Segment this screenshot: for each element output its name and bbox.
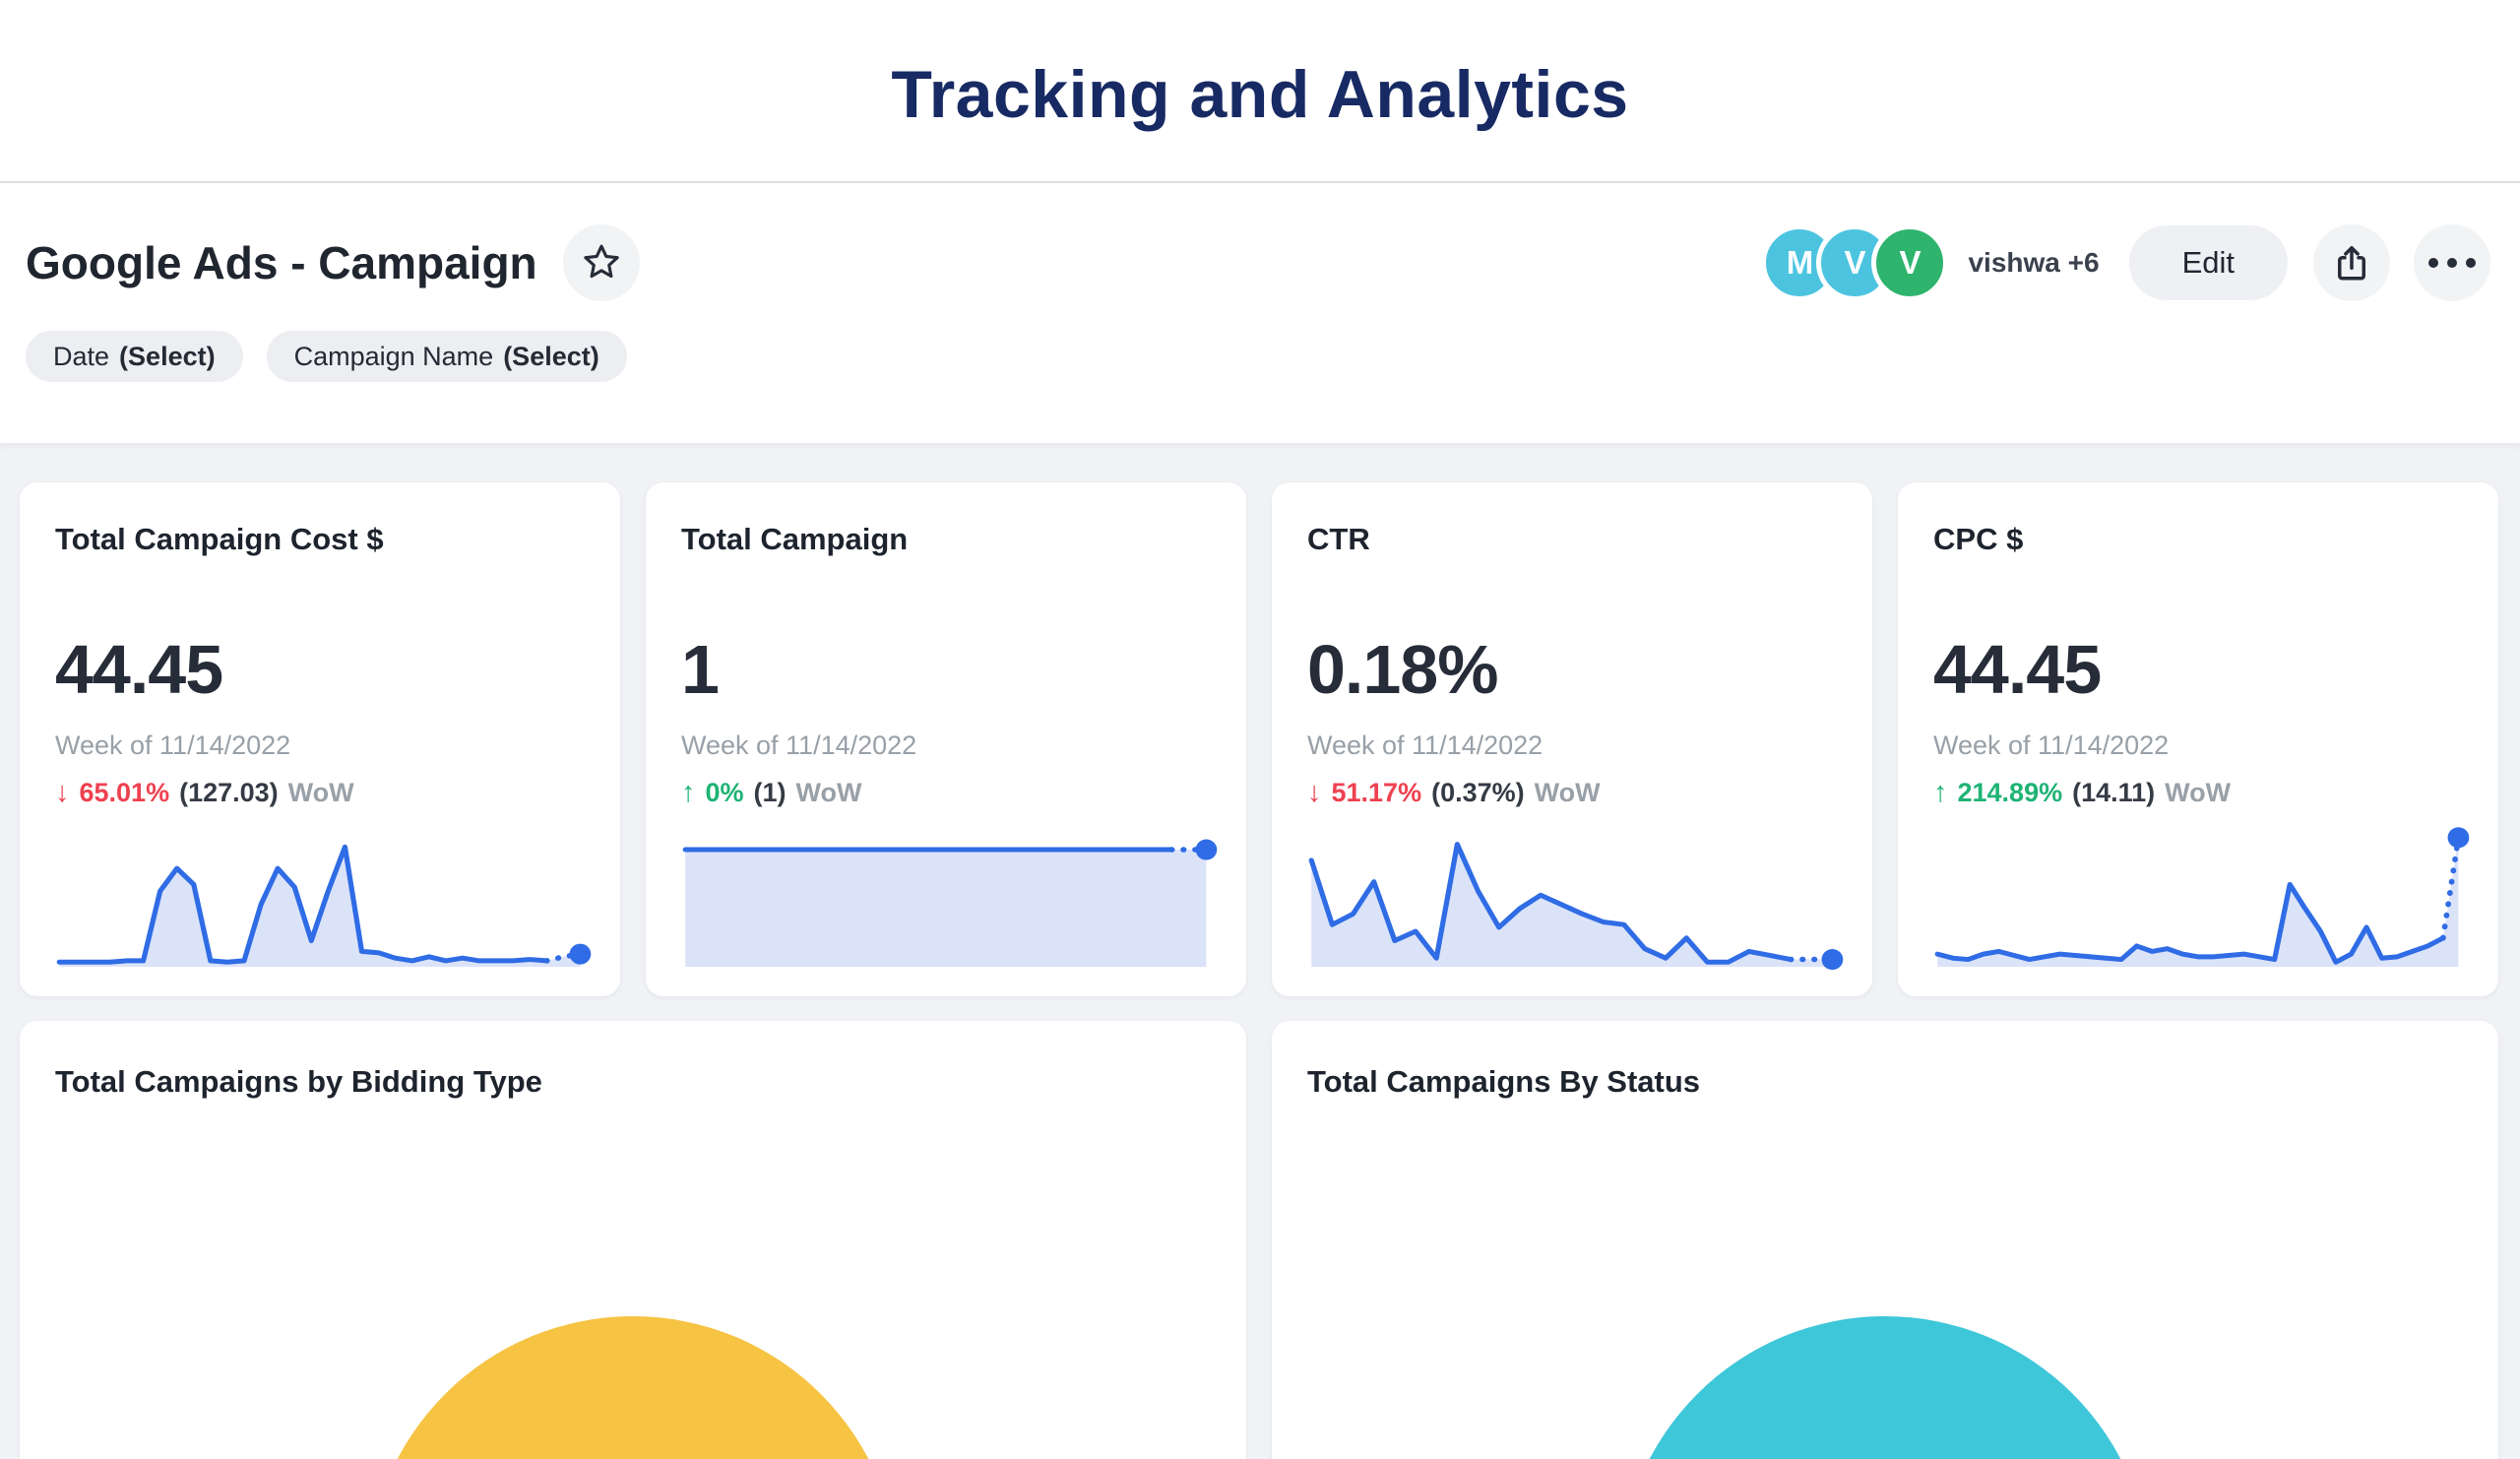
star-icon	[583, 244, 619, 279]
bottom-chart-grid: Total Campaigns by Bidding Type Total Ca…	[20, 1021, 2498, 1459]
sparkline-chart	[1305, 817, 1849, 977]
kpi-subtitle: Week of 11/14/2022	[1307, 730, 1544, 760]
delta-arrow-icon: ↑	[1933, 777, 1948, 808]
kpi-card-cpc: CPC $ 44.45 Week of 11/14/2022 ↑ 214.89%…	[1898, 482, 2498, 996]
delta-absolute: (14.11)	[2072, 778, 2156, 807]
chip-value: (Select)	[119, 341, 216, 371]
chart-title: Total Campaigns By Status	[1307, 1064, 1701, 1099]
chart-title: Total Campaigns by Bidding Type	[55, 1064, 542, 1099]
avatar-initial: V	[1899, 244, 1922, 281]
avatar[interactable]: V	[1871, 224, 1949, 301]
kpi-card-ctr: CTR 0.18% Week of 11/14/2022 ↓ 51.17% (0…	[1272, 482, 1872, 996]
kpi-subtitle: Week of 11/14/2022	[1933, 730, 2170, 760]
delta-absolute: (0.37%)	[1431, 778, 1525, 807]
kpi-card-total-campaign: Total Campaign 1 Week of 11/14/2022 ↑ 0%…	[646, 482, 1246, 996]
sparkline-svg	[56, 844, 592, 967]
kpi-title: CPC $	[1933, 522, 2024, 556]
delta-arrow-icon: ↑	[681, 777, 696, 808]
sparkline-chart	[679, 817, 1223, 977]
kpi-card-total-campaign-cost: Total Campaign Cost $ 44.45 Week of 11/1…	[20, 482, 620, 996]
kpi-value: 44.45	[55, 631, 223, 708]
dashboard-header-left: Google Ads - Campaign	[26, 224, 640, 301]
delta-suffix: WoW	[287, 778, 354, 807]
kpi-title: CTR	[1307, 522, 1370, 556]
share-icon	[2338, 246, 2365, 281]
kpi-subtitle: Week of 11/14/2022	[55, 730, 291, 760]
kpi-delta: ↓ 65.01% (127.03) WoW	[55, 777, 585, 809]
ellipsis-icon	[2428, 258, 2476, 268]
kpi-title: Total Campaign Cost $	[55, 522, 384, 556]
delta-percent: 214.89%	[1957, 778, 2063, 807]
delta-arrow-icon: ↓	[1307, 777, 1322, 808]
kpi-value: 0.18%	[1307, 631, 1498, 708]
kpi-value: 1	[681, 631, 720, 708]
delta-suffix: WoW	[2165, 778, 2232, 807]
filter-bar: Date (Select) Campaign Name (Select)	[0, 301, 2520, 382]
avatar-initial: V	[1844, 244, 1866, 281]
sparkline-svg	[1934, 827, 2470, 967]
sparkline-svg	[682, 839, 1218, 967]
delta-percent: 0%	[705, 778, 744, 807]
delta-suffix: WoW	[1534, 778, 1601, 807]
sparkline-chart	[53, 817, 597, 977]
avatar-initial: M	[1786, 244, 1814, 281]
delta-percent: 65.01%	[79, 778, 170, 807]
kpi-delta: ↓ 51.17% (0.37%) WoW	[1307, 777, 1837, 809]
chart-card-total-campaigns-by-bidding-type: Total Campaigns by Bidding Type	[20, 1021, 1246, 1459]
kpi-title: Total Campaign	[681, 522, 909, 556]
pie-chart	[1619, 1316, 2151, 1459]
sparkline-chart	[1931, 817, 2475, 977]
share-button[interactable]	[2313, 224, 2390, 301]
kpi-value: 44.45	[1933, 631, 2102, 708]
delta-absolute: (1)	[753, 778, 787, 807]
kpi-grid: Total Campaign Cost $ 44.45 Week of 11/1…	[20, 482, 2498, 996]
delta-arrow-icon: ↓	[55, 777, 70, 808]
favorite-button[interactable]	[562, 224, 640, 301]
filter-chip-campaign-name[interactable]: Campaign Name (Select)	[266, 331, 627, 382]
page-title: Tracking and Analytics	[891, 57, 1629, 132]
titlebar: Tracking and Analytics	[0, 0, 2520, 183]
kpi-delta: ↑ 0% (1) WoW	[681, 777, 1211, 809]
kpi-delta: ↑ 214.89% (14.11) WoW	[1933, 777, 2463, 809]
delta-absolute: (127.03)	[179, 778, 279, 807]
more-options-button[interactable]	[2414, 224, 2490, 301]
collaborators-label: vishwa +6	[1968, 247, 2100, 278]
chip-value: (Select)	[503, 341, 599, 371]
sparkline-svg	[1308, 842, 1844, 971]
chip-label: Date	[53, 341, 110, 371]
chart-card-total-campaigns-by-status: Total Campaigns By Status	[1272, 1021, 2498, 1459]
dashboard-title: Google Ads - Campaign	[26, 237, 537, 288]
pie-chart	[367, 1316, 899, 1459]
delta-percent: 51.17%	[1331, 778, 1422, 807]
kpi-subtitle: Week of 11/14/2022	[681, 730, 917, 760]
edit-button[interactable]: Edit	[2128, 225, 2288, 300]
filter-chip-date[interactable]: Date (Select)	[26, 331, 243, 382]
chip-label: Campaign Name	[293, 341, 494, 371]
delta-suffix: WoW	[795, 778, 862, 807]
content-area: Total Campaign Cost $ 44.45 Week of 11/1…	[0, 443, 2520, 1459]
